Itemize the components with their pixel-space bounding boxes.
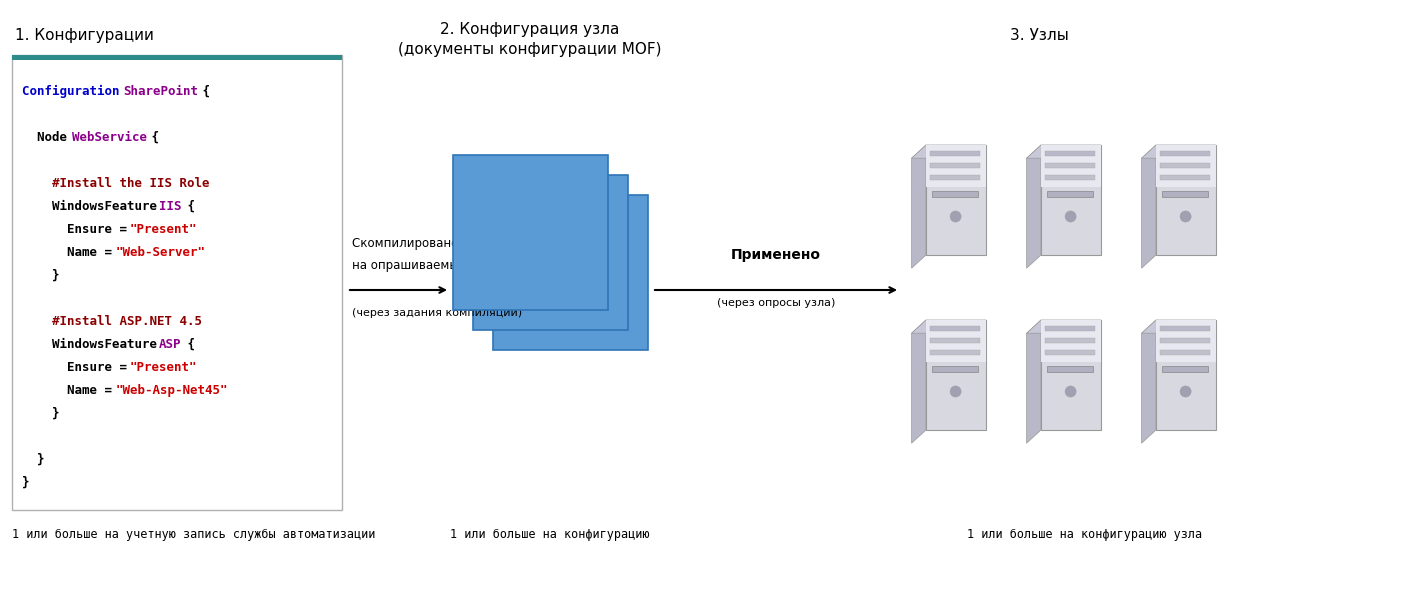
Text: }: } — [21, 407, 60, 420]
Text: 1 или больше на учетную запись службы автоматизации: 1 или больше на учетную запись службы ав… — [11, 528, 376, 541]
Text: {: { — [181, 200, 195, 213]
Bar — [1161, 366, 1208, 372]
Text: "Present": "Present" — [129, 361, 198, 374]
Polygon shape — [1026, 145, 1101, 158]
Polygon shape — [1141, 320, 1217, 333]
Bar — [932, 366, 978, 372]
Text: }: } — [21, 453, 44, 466]
Bar — [931, 338, 979, 343]
Text: "Web-Asp-Net45": "Web-Asp-Net45" — [115, 384, 228, 397]
Bar — [1160, 338, 1210, 343]
Polygon shape — [1141, 320, 1155, 443]
Text: }: } — [21, 476, 30, 489]
Text: 1 или больше на конфигурацию: 1 или больше на конфигурацию — [450, 528, 650, 541]
Text: Name =: Name = — [21, 384, 120, 397]
Circle shape — [1064, 211, 1076, 222]
Text: {: { — [181, 338, 195, 351]
Text: {: { — [195, 85, 209, 98]
Text: Node: Node — [21, 131, 74, 144]
Text: ASP: ASP — [159, 338, 181, 351]
Polygon shape — [912, 320, 926, 443]
Bar — [492, 195, 647, 350]
Polygon shape — [1026, 145, 1042, 268]
Bar — [1042, 145, 1101, 187]
Text: Name =: Name = — [21, 246, 120, 259]
Text: Применено: Применено — [731, 248, 821, 262]
Bar — [931, 175, 979, 180]
Text: 2. Конфигурация узла
(документы конфигурации MOF): 2. Конфигурация узла (документы конфигур… — [398, 22, 662, 57]
Bar — [1042, 320, 1101, 362]
Polygon shape — [1141, 145, 1217, 158]
Bar — [472, 175, 628, 330]
Text: 1 или больше на конфигурацию узла: 1 или больше на конфигурацию узла — [968, 528, 1202, 541]
Bar — [926, 320, 986, 430]
Polygon shape — [1141, 145, 1155, 268]
Bar — [1044, 163, 1094, 168]
Circle shape — [951, 386, 961, 397]
Text: IIS: IIS — [159, 200, 181, 213]
Bar — [453, 155, 608, 310]
Text: Ensure =: Ensure = — [21, 361, 135, 374]
Text: SharePoint: SharePoint — [122, 85, 198, 98]
Text: "Present": "Present" — [129, 223, 198, 236]
Bar — [1160, 151, 1210, 156]
Text: }: } — [21, 269, 60, 282]
Text: Ensure =: Ensure = — [21, 223, 135, 236]
Polygon shape — [1026, 320, 1042, 443]
Polygon shape — [912, 145, 986, 158]
Text: Скомпилировано, помещено: Скомпилировано, помещено — [351, 237, 531, 250]
Text: {: { — [144, 131, 159, 144]
Bar — [1160, 326, 1210, 331]
Bar — [1160, 350, 1210, 355]
Bar — [1044, 326, 1094, 331]
Text: WebService: WebService — [73, 131, 148, 144]
Polygon shape — [912, 320, 986, 333]
Bar — [1160, 175, 1210, 180]
Bar — [1044, 350, 1094, 355]
Circle shape — [1180, 211, 1191, 222]
Polygon shape — [1026, 320, 1101, 333]
Bar — [1155, 145, 1217, 187]
Bar — [926, 145, 986, 187]
Text: (через задания компиляции): (через задания компиляции) — [351, 308, 522, 318]
Circle shape — [1064, 386, 1076, 397]
Polygon shape — [912, 145, 926, 268]
Bar — [1155, 320, 1217, 362]
Text: #Install the IIS Role: #Install the IIS Role — [21, 177, 209, 190]
Text: "Web-Server": "Web-Server" — [115, 246, 205, 259]
Bar — [1046, 366, 1093, 372]
Bar — [1044, 151, 1094, 156]
Bar — [1042, 145, 1101, 255]
Text: WindowsFeature: WindowsFeature — [21, 200, 165, 213]
Bar — [926, 145, 986, 255]
Bar — [931, 326, 979, 331]
Bar — [11, 55, 342, 510]
Bar — [931, 151, 979, 156]
Circle shape — [951, 211, 961, 222]
Bar — [1155, 320, 1217, 430]
Bar — [1160, 163, 1210, 168]
Circle shape — [1180, 386, 1191, 397]
Text: WindowsFeature: WindowsFeature — [21, 338, 165, 351]
Bar — [1155, 145, 1217, 255]
Text: 3. Узлы: 3. Узлы — [1010, 28, 1069, 43]
Bar — [1044, 338, 1094, 343]
Text: на опрашиваемый сервер: на опрашиваемый сервер — [351, 259, 514, 272]
Bar — [1046, 191, 1093, 197]
Text: #Install ASP.NET 4.5: #Install ASP.NET 4.5 — [21, 315, 202, 328]
Bar — [931, 350, 979, 355]
Bar — [1042, 320, 1101, 430]
Bar — [1044, 175, 1094, 180]
Text: 1. Конфигурации: 1. Конфигурации — [16, 28, 154, 43]
Bar — [932, 191, 978, 197]
Bar — [926, 320, 986, 362]
Bar — [931, 163, 979, 168]
Bar — [1161, 191, 1208, 197]
Text: (через опросы узла): (через опросы узла) — [717, 298, 835, 308]
Text: Configuration: Configuration — [21, 85, 127, 98]
Bar — [11, 55, 342, 60]
